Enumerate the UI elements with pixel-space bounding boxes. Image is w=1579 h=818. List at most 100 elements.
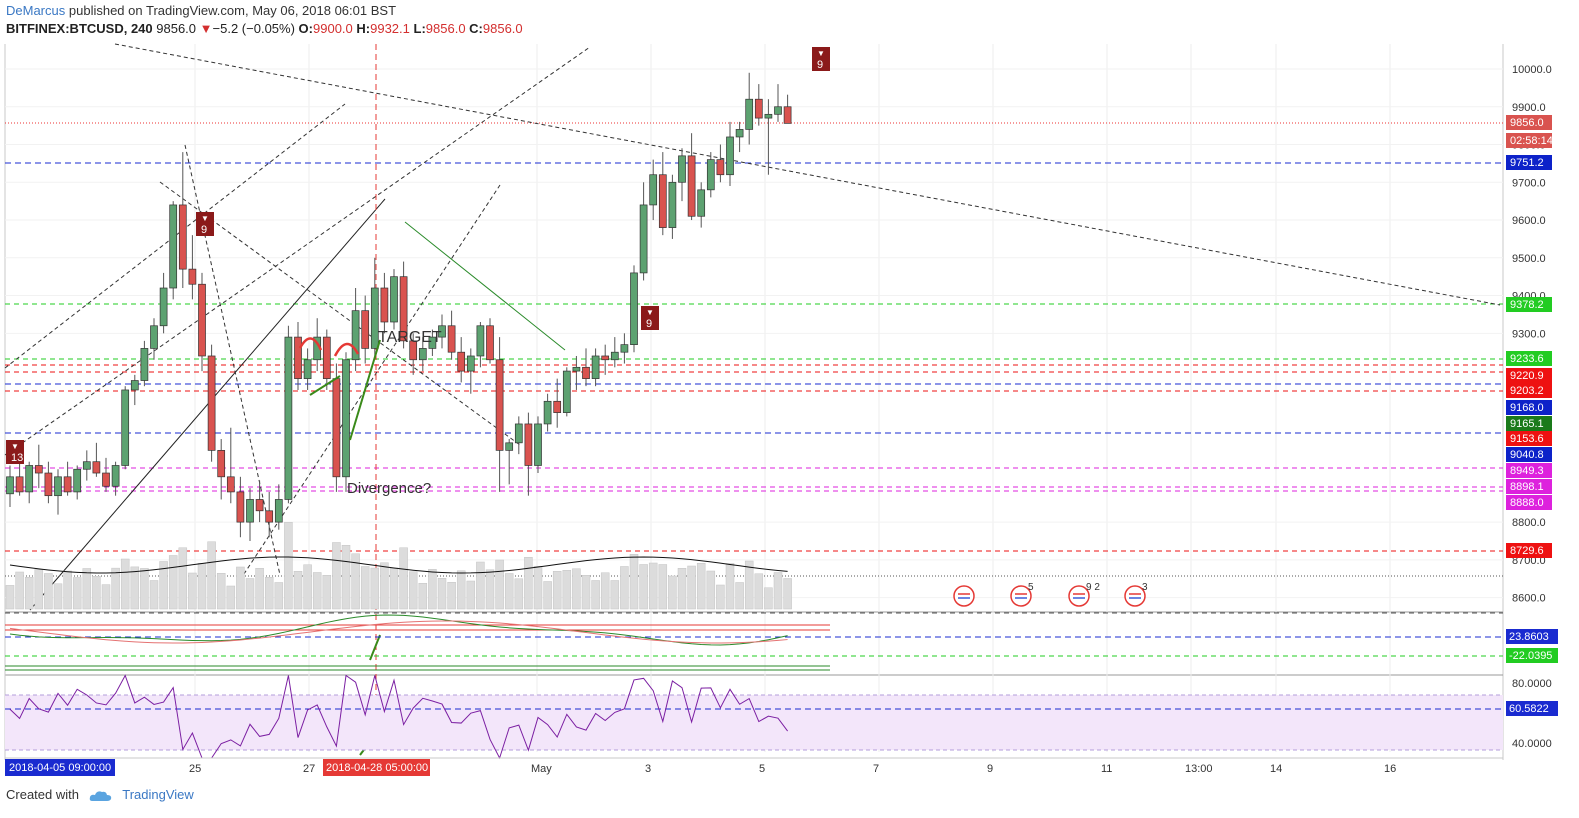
candle-down[interactable] xyxy=(457,351,466,372)
candle-up[interactable] xyxy=(678,155,686,183)
candle-up[interactable] xyxy=(706,159,715,191)
candle-down[interactable] xyxy=(524,423,533,466)
candle-up[interactable] xyxy=(620,344,629,353)
candle-up[interactable] xyxy=(639,204,648,274)
x-tick-label: May xyxy=(531,763,552,775)
candle-down[interactable] xyxy=(255,499,264,512)
candle-up[interactable] xyxy=(284,336,293,500)
candle-up[interactable] xyxy=(351,310,360,361)
candle-up[interactable] xyxy=(438,325,446,338)
candle-up[interactable] xyxy=(562,370,571,413)
candle-up[interactable] xyxy=(150,325,158,349)
candle-down[interactable] xyxy=(754,98,763,119)
economic-event-flag-icon[interactable] xyxy=(1068,585,1090,607)
candle-up[interactable] xyxy=(342,359,350,478)
candle-up[interactable] xyxy=(534,423,542,466)
candle-up[interactable] xyxy=(111,465,120,487)
author-name[interactable]: DeMarcus xyxy=(6,3,66,18)
sequential-marker-label: 9 xyxy=(201,224,207,236)
candle-up[interactable] xyxy=(130,380,139,391)
candle-up[interactable] xyxy=(428,336,437,349)
symbol-label: BITFINEX:BTCUSD, 240 xyxy=(6,21,153,36)
candle-down[interactable] xyxy=(486,325,494,361)
rsi-current-label: 60.5822 xyxy=(1509,703,1549,715)
candle-up[interactable] xyxy=(303,359,312,379)
candle-down[interactable] xyxy=(294,336,302,379)
candle-up[interactable] xyxy=(735,129,744,138)
candle-up[interactable] xyxy=(121,389,130,466)
candle-up[interactable] xyxy=(668,181,677,228)
candle-up[interactable] xyxy=(246,499,254,523)
candle-up[interactable] xyxy=(745,98,754,130)
candle-up[interactable] xyxy=(140,348,149,381)
candle-up[interactable] xyxy=(418,348,427,361)
candle-up[interactable] xyxy=(630,272,638,345)
candle-up[interactable] xyxy=(505,442,514,451)
candle-down[interactable] xyxy=(207,355,216,451)
candle-down[interactable] xyxy=(409,340,418,361)
economic-event-flag-icon[interactable] xyxy=(1124,585,1146,607)
candle-up[interactable] xyxy=(73,468,82,493)
volume-bar xyxy=(34,569,44,610)
candle-down[interactable] xyxy=(380,287,389,323)
candle-down[interactable] xyxy=(601,355,610,361)
candle-down[interactable] xyxy=(361,310,370,349)
candle-down[interactable] xyxy=(687,155,696,217)
candle-down[interactable] xyxy=(236,491,245,523)
volume-bar xyxy=(5,585,15,610)
candle-down[interactable] xyxy=(188,268,197,285)
candle-up[interactable] xyxy=(370,287,379,349)
candle-up[interactable] xyxy=(274,499,283,523)
candle-down[interactable] xyxy=(102,472,110,487)
x-tick-label: 3 xyxy=(645,763,651,775)
candle-down[interactable] xyxy=(447,325,456,353)
economic-event-flag-icon[interactable] xyxy=(1010,585,1032,607)
candle-up[interactable] xyxy=(476,325,485,357)
candle-up[interactable] xyxy=(774,106,782,115)
tradingview-brand[interactable]: TradingView xyxy=(122,787,194,802)
candle-up[interactable] xyxy=(649,174,658,206)
candle-up[interactable] xyxy=(6,476,14,495)
candle-up[interactable] xyxy=(54,476,62,497)
candle-down[interactable] xyxy=(399,276,408,342)
candle-up[interactable] xyxy=(697,189,706,217)
candle-down[interactable] xyxy=(332,378,341,478)
volume-bar xyxy=(629,554,639,610)
candle-down[interactable] xyxy=(63,476,72,493)
candle-down[interactable] xyxy=(15,476,24,493)
candle-up[interactable] xyxy=(514,423,523,444)
rsi-line xyxy=(9,674,789,760)
chart-canvas[interactable]: 10000.09900.09800.09700.09600.09500.0940… xyxy=(0,40,1579,780)
candle-down[interactable] xyxy=(716,159,725,176)
candle-up[interactable] xyxy=(591,355,600,379)
candle-up[interactable] xyxy=(169,204,178,289)
volume-bar xyxy=(591,580,600,610)
candle-down[interactable] xyxy=(495,359,504,451)
candle-down[interactable] xyxy=(34,465,43,474)
economic-event-flag-icon[interactable] xyxy=(953,585,975,607)
candle-up[interactable] xyxy=(82,461,91,470)
candle-down[interactable] xyxy=(44,472,53,497)
candle-down[interactable] xyxy=(582,366,590,379)
candle-up[interactable] xyxy=(543,400,552,425)
candle-down[interactable] xyxy=(217,450,226,478)
candle-up[interactable] xyxy=(572,366,581,372)
candle-down[interactable] xyxy=(658,174,667,228)
candle-down[interactable] xyxy=(553,400,562,413)
candle-down[interactable] xyxy=(783,106,792,124)
candle-up[interactable] xyxy=(25,465,34,493)
trend-line xyxy=(239,184,501,581)
candle-up[interactable] xyxy=(610,351,619,361)
candle-down[interactable] xyxy=(92,461,101,474)
candle-down[interactable] xyxy=(226,476,235,493)
candle-down[interactable] xyxy=(322,336,331,379)
candle-up[interactable] xyxy=(159,287,168,327)
candle-down[interactable] xyxy=(178,204,187,270)
candle-up[interactable] xyxy=(726,136,734,176)
candle-down[interactable] xyxy=(198,283,206,357)
candle-up[interactable] xyxy=(764,113,773,119)
candle-up[interactable] xyxy=(390,276,398,323)
candle-down[interactable] xyxy=(265,510,274,523)
candle-up[interactable] xyxy=(466,355,475,372)
x-tick-label: 5 xyxy=(759,763,765,775)
